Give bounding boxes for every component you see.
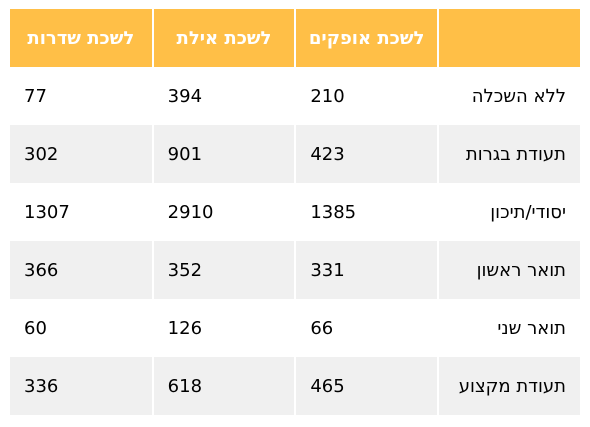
cell-sderot: 60 [24,317,47,339]
table-row: תואר שני 66 126 60 [10,299,580,357]
table-row: ללא השכלה 210 394 77 [10,67,580,125]
cell-sderot: 366 [24,259,59,281]
data-table: לשכת אופקים לשכת אילת לשכת שדרות ללא השכ… [10,9,580,415]
cell-sderot: 1307 [24,201,70,223]
cell-ofakim: 1385 [294,183,438,241]
cell-ofakim: 66 [294,299,438,357]
cell-sderot: 302 [24,143,59,165]
cell-ofakim: 423 [294,125,438,183]
row-label: ללא השכלה [436,67,580,125]
cell-eilat: 2910 [151,183,296,241]
cell-ofakim: 465 [294,357,438,415]
row-label: תעודת מקצוע [436,357,580,415]
header-row: לשכת אופקים לשכת אילת לשכת שדרות [10,9,580,67]
row-label: יסודי/תיכון [436,183,580,241]
header-cell-sderot: לשכת שדרות [27,27,135,49]
table-row: יסודי/תיכון 1385 2910 1307 [10,183,580,241]
cell-sderot: 336 [24,375,59,397]
cell-sderot: 77 [24,85,47,107]
table-row: תעודת בגרות 423 901 302 [10,125,580,183]
cell-eilat: 901 [151,125,296,183]
row-label: תעודת בגרות [436,125,580,183]
row-label: תואר שני [436,299,580,357]
table-body: ללא השכלה 210 394 77 תעודת בגרות 423 901… [10,67,580,415]
table-row: תואר ראשון 331 352 366 [10,241,580,299]
header-cell-ofakim: לשכת אופקים [294,9,438,67]
header-cell-eilat: לשכת אילת [151,9,296,67]
cell-ofakim: 210 [294,67,438,125]
cell-eilat: 126 [151,299,296,357]
cell-eilat: 352 [151,241,296,299]
table-header: לשכת אופקים לשכת אילת לשכת שדרות [10,9,580,67]
row-label: תואר ראשון [436,241,580,299]
header-cell-label [436,9,580,67]
cell-eilat: 394 [151,67,296,125]
cell-ofakim: 331 [294,241,438,299]
table-row: תעודת מקצוע 465 618 336 [10,357,580,415]
cell-eilat: 618 [151,357,296,415]
